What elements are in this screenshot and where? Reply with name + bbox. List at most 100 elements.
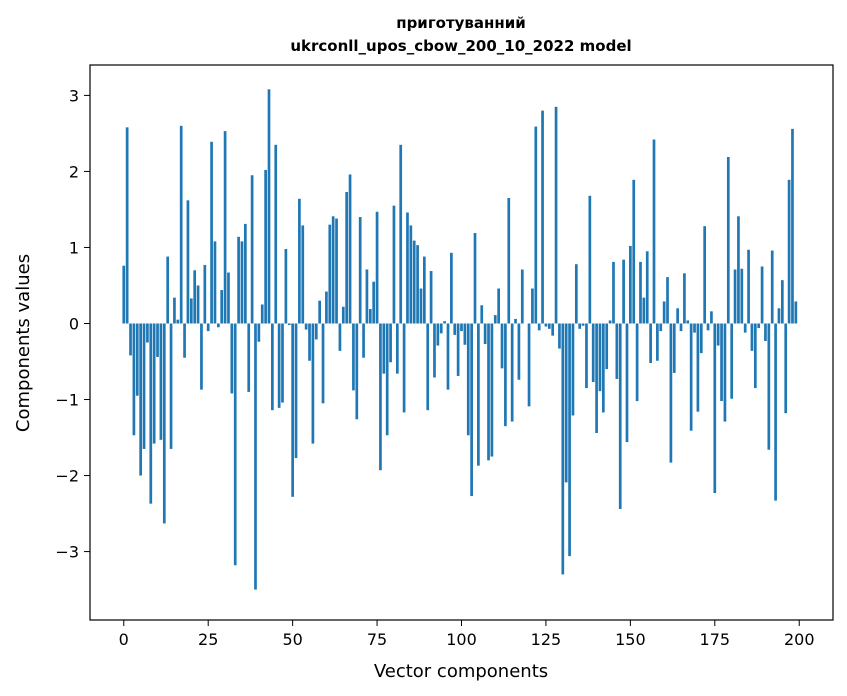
bar — [433, 323, 436, 378]
bar — [277, 323, 281, 408]
bar — [477, 323, 480, 466]
bar — [166, 256, 170, 324]
bar — [186, 200, 190, 324]
bar — [318, 300, 321, 324]
bar — [429, 271, 433, 324]
bar — [713, 323, 717, 494]
bar — [497, 288, 500, 324]
bar — [774, 323, 777, 501]
bar — [490, 323, 494, 457]
x-axis-label: Vector components — [374, 661, 548, 682]
bar — [780, 280, 784, 324]
bar — [716, 323, 720, 346]
bar — [358, 217, 362, 324]
bar — [423, 256, 426, 324]
bar — [379, 323, 382, 471]
bar — [615, 323, 619, 379]
plot-frame — [89, 64, 834, 621]
bar — [284, 248, 288, 324]
bar — [578, 323, 582, 329]
bar — [176, 319, 180, 324]
bar — [531, 288, 534, 324]
bar — [240, 241, 244, 324]
bar — [629, 245, 632, 324]
bar — [200, 323, 203, 390]
bar — [527, 323, 531, 407]
bar — [196, 285, 200, 324]
bar — [301, 225, 305, 324]
bar — [747, 249, 750, 324]
bar — [139, 323, 143, 476]
bar — [220, 290, 224, 324]
x-axis-ticks: 0 25 50 75 100 125 150 175 200 — [119, 620, 815, 649]
x-tick-label: 0 — [119, 630, 129, 649]
bar — [740, 268, 744, 324]
bar — [767, 323, 771, 450]
bar — [146, 323, 149, 343]
bar — [470, 323, 473, 497]
bar — [622, 259, 625, 324]
bar — [541, 110, 544, 324]
bar — [399, 144, 403, 324]
y-tick-label: −3 — [55, 543, 79, 562]
y-axis-label: Components values — [13, 254, 34, 432]
bar — [308, 323, 311, 361]
bar — [537, 323, 541, 331]
bar — [159, 323, 163, 440]
bar — [368, 309, 372, 324]
bar — [206, 323, 210, 332]
bar — [247, 323, 251, 392]
bar — [750, 323, 754, 351]
bar — [257, 323, 261, 342]
bar — [699, 323, 703, 354]
bar — [791, 128, 794, 324]
bar — [591, 323, 595, 383]
bar — [639, 261, 642, 324]
bar — [395, 323, 399, 374]
bar — [737, 216, 740, 324]
bar — [416, 245, 419, 324]
bar — [348, 174, 352, 324]
bar — [473, 233, 477, 324]
bar — [635, 323, 639, 402]
y-tick-label: 1 — [69, 238, 79, 257]
bar — [345, 191, 349, 324]
bar — [544, 323, 548, 327]
x-tick-label: 175 — [700, 630, 731, 649]
bar — [244, 223, 247, 324]
bar — [669, 323, 673, 463]
bar — [179, 125, 183, 324]
bar — [504, 323, 507, 427]
bar — [514, 318, 517, 324]
bar — [331, 216, 335, 324]
bar — [446, 323, 450, 390]
bar — [456, 323, 460, 376]
bar — [466, 323, 470, 436]
bar — [169, 323, 173, 449]
bar — [625, 323, 629, 443]
bar — [794, 301, 798, 324]
bar — [352, 323, 355, 391]
bar — [271, 323, 274, 411]
bar — [439, 323, 443, 334]
bar — [355, 323, 359, 420]
x-tick-label: 75 — [367, 630, 387, 649]
y-tick-label: −2 — [55, 467, 79, 486]
bar — [652, 139, 656, 324]
bar — [365, 269, 369, 324]
bar — [574, 264, 578, 324]
bar — [720, 323, 723, 402]
bar — [483, 323, 487, 345]
x-tick-label: 125 — [531, 630, 562, 649]
bar — [142, 323, 146, 449]
y-tick-label: 2 — [69, 162, 79, 181]
bar — [375, 211, 379, 324]
bar — [412, 240, 416, 324]
bar — [662, 301, 666, 324]
bar — [210, 141, 213, 324]
bar — [558, 323, 561, 349]
bar — [419, 288, 423, 324]
x-tick-label: 50 — [282, 630, 302, 649]
bar — [520, 269, 524, 324]
bar — [426, 323, 430, 411]
